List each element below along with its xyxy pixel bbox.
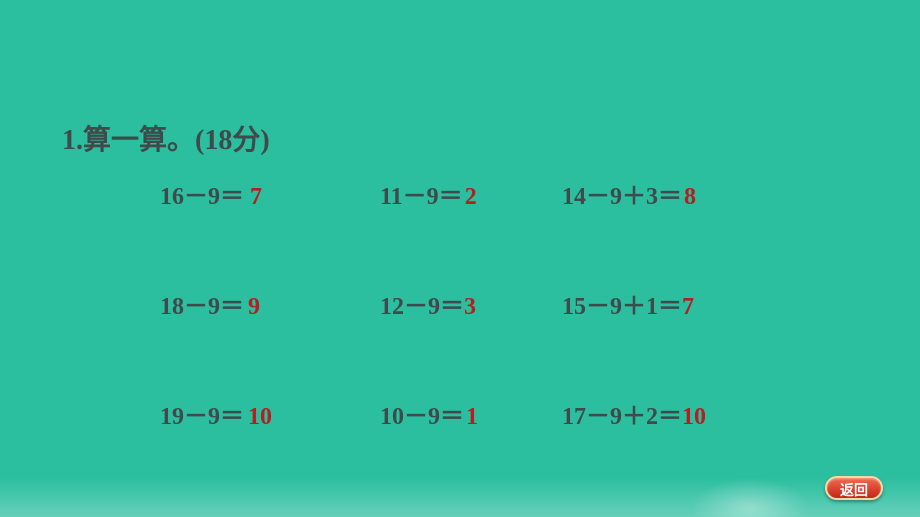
equation-cell: 12－9＝3 xyxy=(380,286,476,321)
equation-expression: 12－9＝ xyxy=(380,294,464,320)
equation-expression: 16－9＝ xyxy=(160,184,244,210)
bottom-fade xyxy=(0,477,920,517)
equation-expression: 10－9＝ xyxy=(380,404,464,430)
equation-expression: 19－9＝ xyxy=(160,404,244,430)
equation-cell: 18－9＝9 xyxy=(160,286,260,321)
question-heading-text: 1.算一算。(18分) xyxy=(62,125,270,156)
equation-cell: 11－9＝2 xyxy=(380,176,477,211)
return-button-label: 返回 xyxy=(840,482,868,498)
equation-cell: 14－9＋3＝8 xyxy=(562,176,696,211)
equation-cell: 19－9＝10 xyxy=(160,396,272,431)
question-heading: 1.算一算。(18分) xyxy=(62,118,270,158)
equation-answer: 1 xyxy=(466,404,478,430)
equation-answer: 9 xyxy=(248,294,260,320)
slide: 1.算一算。(18分) 16－9＝711－9＝214－9＋3＝818－9＝912… xyxy=(0,0,920,517)
equation-expression: 11－9＝ xyxy=(380,184,463,210)
equation-answer: 10 xyxy=(682,404,706,430)
equation-expression: 15－9＋1＝ xyxy=(562,294,682,320)
equation-cell: 10－9＝1 xyxy=(380,396,478,431)
return-button[interactable]: 返回 xyxy=(825,476,883,500)
equation-answer: 10 xyxy=(248,404,272,430)
equation-answer: 7 xyxy=(682,294,694,320)
equation-expression: 14－9＋3＝ xyxy=(562,184,682,210)
equation-cell: 17－9＋2＝10 xyxy=(562,396,706,431)
equation-expression: 18－9＝ xyxy=(160,294,244,320)
equation-cell: 16－9＝7 xyxy=(160,176,262,211)
equation-answer: 3 xyxy=(464,294,476,320)
equation-answer: 7 xyxy=(250,184,262,210)
equation-answer: 2 xyxy=(465,184,477,210)
equation-expression: 17－9＋2＝ xyxy=(562,404,682,430)
equation-cell: 15－9＋1＝7 xyxy=(562,286,694,321)
equation-answer: 8 xyxy=(684,184,696,210)
